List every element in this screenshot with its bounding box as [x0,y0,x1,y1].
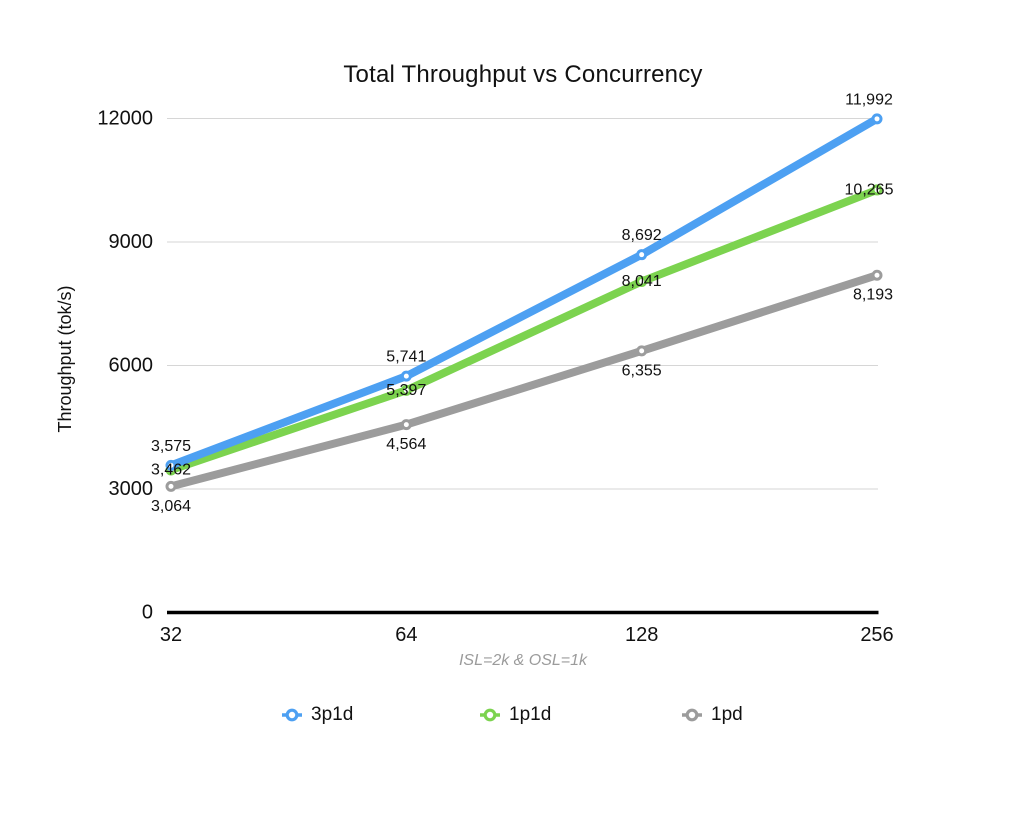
series-line-1pd [167,271,881,491]
data-point-marker-3p1d [165,459,177,471]
data-point-marker-1p1d [871,184,883,196]
legend-marker-icon [282,708,302,722]
y-tick-label: 0 [142,602,153,624]
data-point-label-1p1d: 10,265 [845,181,894,198]
x-axis-subtitle: ISL=2k & OSL=1k [458,652,588,669]
x-tick-label: 128 [625,624,658,646]
x-tick-label: 256 [860,624,893,646]
legend-item-1p1d: 1p1d [478,702,551,728]
legend-item-1pd: 1pd [680,702,743,728]
legend-label: 1p1d [509,704,552,725]
chart-title: Total Throughput vs Concurrency [343,61,703,88]
legend-marker-icon [480,708,500,722]
y-tick-label: 12000 [97,108,153,130]
series-line-3p1d [167,114,881,470]
legend-label: 3p1d [311,704,354,725]
data-point-label-1pd: 3,064 [151,498,191,515]
data-point-marker-3p1d [871,113,883,125]
data-point-label-3p1d: 11,992 [845,91,893,108]
data-point-label-1p1d: 3,462 [151,461,191,478]
data-point-marker-1pd [636,345,648,357]
data-point-marker-1p1d [400,384,412,396]
data-point-label-1pd: 8,193 [853,287,893,304]
legend: 3p1d 1p1d 1pd [0,702,1032,730]
data-point-label-1pd: 4,564 [386,436,426,453]
data-point-marker-1pd [165,480,177,492]
data-point-label-1pd: 6,355 [622,362,662,379]
y-tick-label: 9000 [109,231,154,253]
legend-item-3p1d: 3p1d [280,702,353,728]
data-point-label-3p1d: 8,692 [622,227,662,244]
data-point-label-1p1d: 8,041 [622,273,662,290]
data-point-marker-3p1d [400,370,412,382]
data-point-label-1p1d: 5,397 [386,382,426,399]
data-point-marker-1pd [871,269,883,281]
data-point-label-3p1d: 3,575 [151,438,191,455]
y-tick-label: 3000 [109,478,154,500]
data-point-marker-1p1d [636,275,648,287]
x-tick-label: 64 [395,624,417,646]
legend-marker-icon [682,708,702,722]
x-tick-label: 32 [160,624,182,646]
series-line-1p1d [167,185,881,474]
legend-label: 1pd [711,704,743,725]
data-point-label-3p1d: 5,741 [386,349,426,366]
data-point-marker-3p1d [636,249,648,261]
y-tick-label: 6000 [109,355,154,377]
data-point-marker-1pd [400,419,412,431]
